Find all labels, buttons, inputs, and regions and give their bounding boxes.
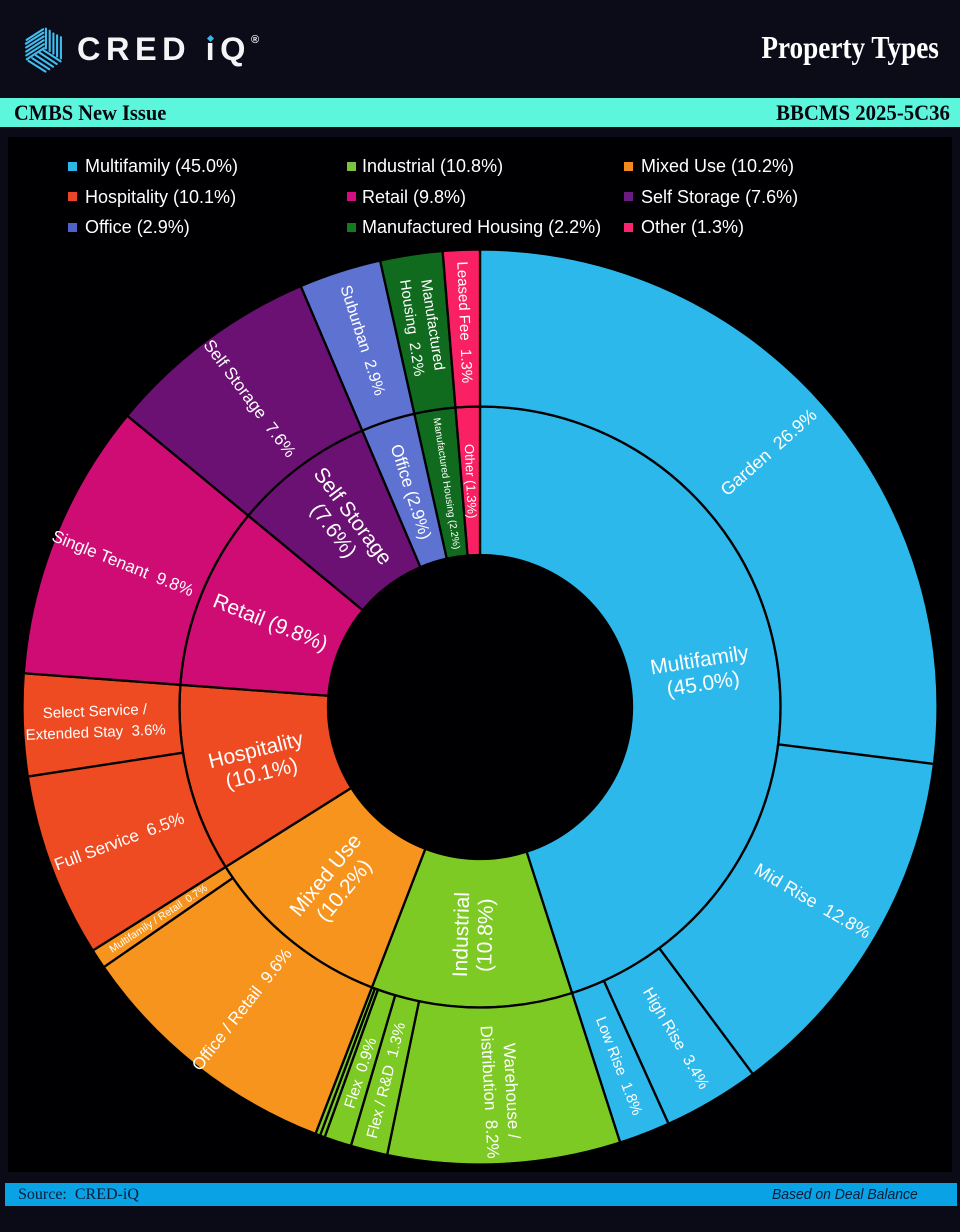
- svg-text:(10.8%): (10.8%): [473, 898, 498, 972]
- svg-text:Select Service /: Select Service /: [42, 701, 148, 722]
- svg-text:Leased Fee 1.3%: Leased Fee 1.3%: [453, 261, 475, 383]
- svg-text:Industrial: Industrial: [449, 892, 474, 978]
- svg-text:Extended Stay 3.6%: Extended Stay 3.6%: [25, 721, 166, 743]
- svg-text:Other (1.3%): Other (1.3%): [462, 444, 480, 519]
